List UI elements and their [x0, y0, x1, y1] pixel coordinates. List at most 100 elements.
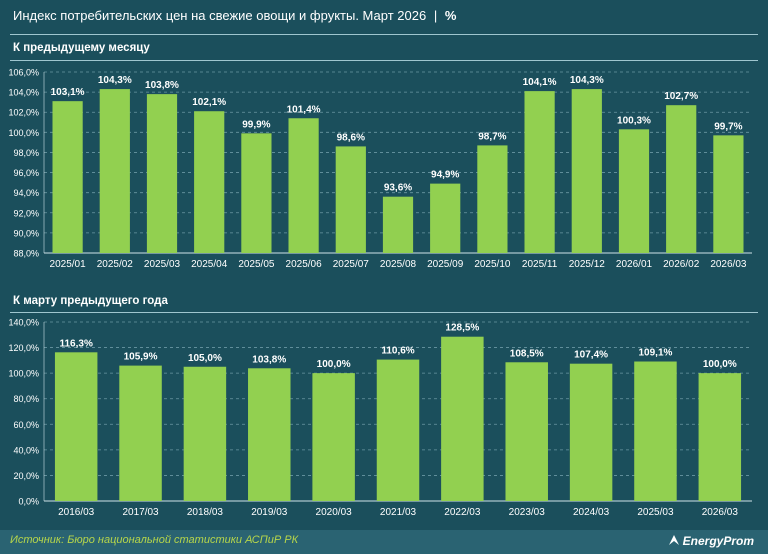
data-label: 100,0% — [703, 359, 737, 370]
bar — [430, 183, 461, 253]
bar — [477, 145, 508, 253]
y-tick-label: 80,0% — [13, 394, 39, 404]
y-tick-label: 96,0% — [13, 168, 39, 178]
y-tick-label: 106,0% — [8, 68, 39, 78]
x-tick-label: 2025/04 — [191, 259, 228, 270]
data-label: 93,6% — [384, 183, 412, 194]
bar — [194, 111, 225, 253]
data-label: 102,7% — [664, 91, 698, 102]
data-label: 94,9% — [431, 170, 459, 181]
x-tick-label: 2025/08 — [380, 259, 417, 270]
x-tick-label: 2025/01 — [50, 259, 87, 270]
bar — [52, 101, 83, 254]
title-divider — [10, 34, 758, 35]
data-label: 104,1% — [523, 77, 557, 88]
x-tick-label: 2026/02 — [663, 259, 700, 270]
title-separator: | — [433, 8, 438, 23]
bar — [441, 336, 484, 501]
y-tick-label: 60,0% — [13, 420, 39, 430]
x-tick-label: 2026/03 — [702, 507, 739, 518]
bar — [569, 363, 613, 501]
data-label: 99,9% — [242, 119, 270, 130]
y-tick-label: 100,0% — [8, 128, 39, 138]
x-tick-label: 2025/11 — [522, 259, 558, 270]
data-label: 102,1% — [192, 97, 226, 108]
y-tick-label: 20,0% — [13, 471, 39, 481]
data-label: 105,0% — [188, 353, 222, 364]
data-label: 103,1% — [51, 87, 85, 98]
y-tick-label: 92,0% — [13, 208, 39, 218]
x-tick-label: 2025/10 — [474, 259, 511, 270]
x-tick-label: 2019/03 — [251, 507, 288, 518]
y-tick-label: 102,0% — [8, 108, 39, 118]
bar — [382, 196, 414, 253]
data-label: 116,3% — [59, 338, 92, 349]
chart1-divider — [10, 60, 758, 61]
bar — [376, 359, 420, 501]
bar — [524, 91, 555, 253]
y-tick-label: 98,0% — [13, 148, 39, 158]
bar — [505, 362, 548, 501]
bar — [698, 373, 742, 501]
x-tick-label: 2023/03 — [509, 507, 546, 518]
footer-bar — [0, 530, 768, 554]
x-tick-label: 2016/03 — [58, 507, 95, 518]
bar — [634, 361, 677, 501]
bar — [183, 366, 227, 501]
x-tick-label: 2026/01 — [616, 259, 653, 270]
bar — [571, 89, 602, 253]
brand-logo: EnergyProm — [668, 534, 754, 548]
brand-text: EnergyProm — [682, 534, 754, 548]
bar — [146, 94, 178, 253]
bar — [713, 135, 744, 253]
chart2-title: К марту предыдущего года — [13, 295, 168, 307]
bar — [666, 105, 697, 253]
x-tick-label: 2026/03 — [710, 259, 747, 270]
y-tick-label: 140,0% — [8, 318, 39, 328]
chart-monthly: 88,0% 90,0% 92,0% 94,0% 96,0% 98,0% 100,0% 102,… — [8, 68, 752, 270]
data-label: 101,4% — [287, 104, 321, 115]
x-tick-label: 2018/03 — [187, 507, 224, 518]
bar — [241, 133, 272, 253]
source-note: Источник: Бюро национальной статистики А… — [10, 534, 299, 546]
y-tick-label: 94,0% — [13, 188, 39, 198]
page-title: Индекс потребительских цен на свежие ово… — [13, 8, 456, 23]
x-tick-label: 2022/03 — [444, 507, 481, 518]
data-label: 109,1% — [638, 348, 672, 359]
x-tick-label: 2020/03 — [316, 507, 353, 518]
chart2-divider — [10, 312, 758, 313]
bar — [288, 118, 319, 253]
title-unit: % — [444, 8, 457, 23]
y-tick-label: 120,0% — [8, 343, 39, 353]
data-label: 98,6% — [337, 132, 365, 143]
bar — [54, 352, 98, 501]
data-label: 128,5% — [445, 323, 479, 334]
chart1-title: К предыдущему месяцу — [13, 42, 150, 54]
x-tick-label: 2021/03 — [380, 507, 417, 518]
energyprom-logo-icon — [668, 535, 679, 545]
bar — [312, 373, 355, 501]
x-tick-label: 2025/12 — [569, 259, 606, 270]
x-tick-label: 2025/09 — [427, 259, 464, 270]
x-tick-label: 2025/03 — [144, 259, 181, 270]
data-label: 105,9% — [124, 352, 158, 363]
data-label: 100,0% — [317, 359, 351, 370]
data-label: 103,8% — [145, 80, 179, 91]
x-tick-label: 2024/03 — [573, 507, 610, 518]
data-label: 104,3% — [570, 75, 604, 86]
chart-yearly: 0,0% 20,0% 40,0% 60,0% 80,0% 100,0% 120,0% 140,… — [8, 318, 752, 518]
x-tick-label: 2025/02 — [97, 259, 134, 270]
x-tick-label: 2025/07 — [333, 259, 370, 270]
bar — [248, 368, 291, 501]
y-tick-label: 40,0% — [13, 445, 39, 455]
data-label: 100,3% — [617, 115, 651, 126]
data-label: 99,7% — [714, 121, 742, 132]
data-label: 110,6% — [381, 346, 414, 357]
data-label: 98,7% — [478, 131, 506, 142]
data-label: 108,5% — [510, 348, 544, 359]
title-text: Индекс потребительских цен на свежие ово… — [13, 8, 427, 23]
y-tick-label: 88,0% — [13, 249, 39, 259]
data-label: 103,8% — [252, 354, 286, 365]
y-tick-label: 104,0% — [8, 88, 39, 98]
data-label: 104,3% — [98, 75, 132, 86]
